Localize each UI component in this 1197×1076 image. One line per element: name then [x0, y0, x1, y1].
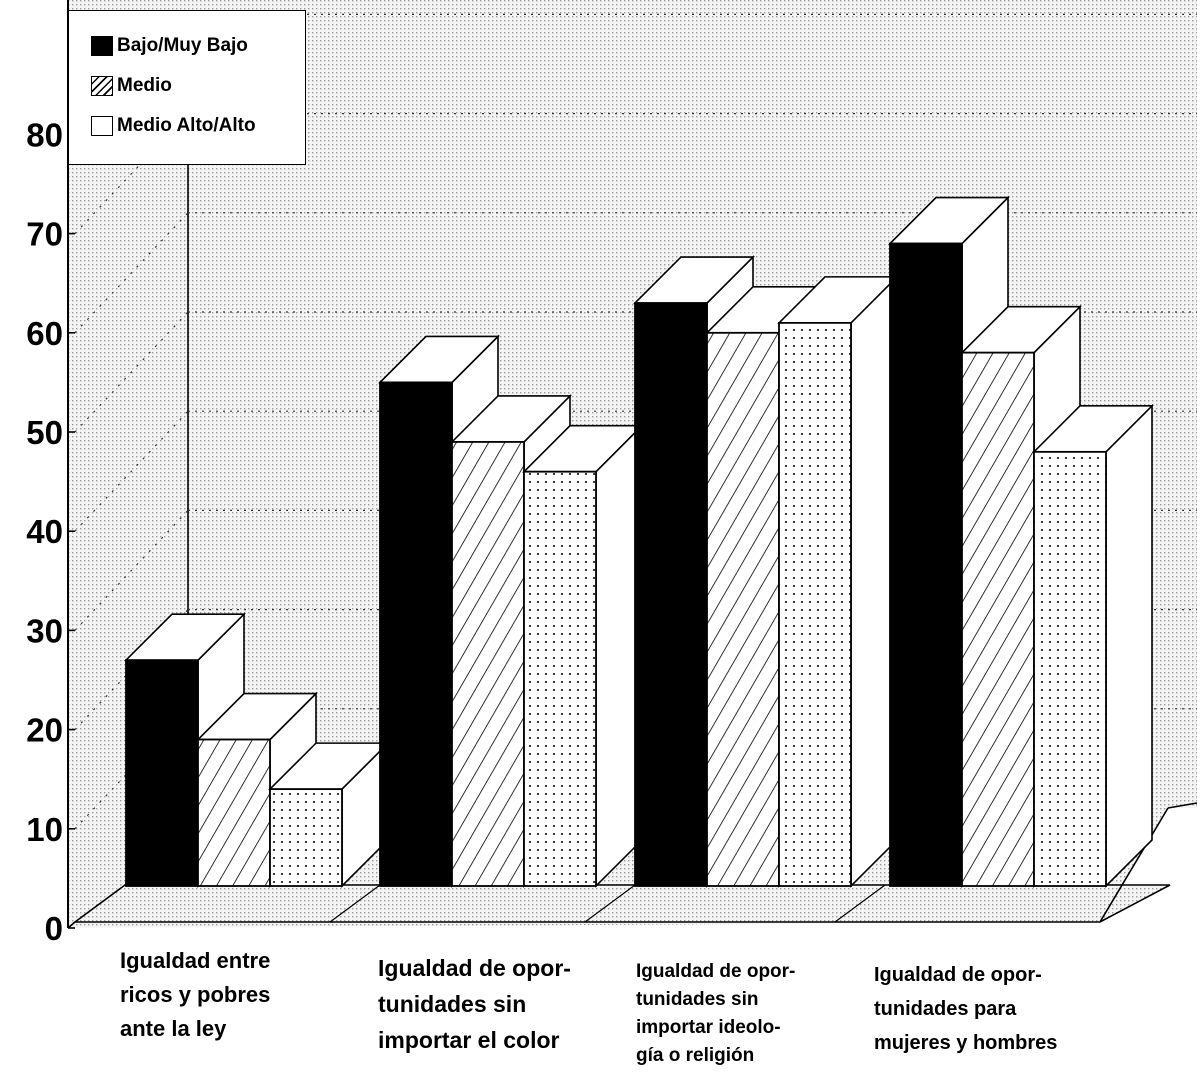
bar-2-bajo: [379, 381, 453, 887]
bar-2-medio: [451, 441, 525, 887]
chart-legend: Bajo/Muy Bajo Medio Medio Alto/Alto: [68, 10, 306, 165]
legend-swatch-bajo: [91, 36, 113, 56]
bar-1-alto: [269, 788, 343, 887]
legend-label-alto: Medio Alto/Alto: [117, 115, 256, 136]
floor-separator-3: [834, 884, 886, 923]
category-label-4: Igualdad de opor- tunidades para mujeres…: [874, 964, 1058, 1054]
category-label-3: Igualdad de opor- tunidades sin importar…: [636, 961, 796, 1066]
legend-label-medio: Medio: [117, 75, 172, 96]
y-tick-label-20: 20: [26, 712, 63, 749]
y-tick-label-60: 60: [26, 315, 63, 352]
floor-separator-1: [329, 884, 381, 923]
floor-plane: [72, 884, 1171, 923]
y-tick-label-10: 10: [26, 811, 63, 848]
bar-4-alto: [1033, 450, 1107, 887]
bar-3-bajo: [634, 302, 708, 887]
x-axis-corner: [67, 921, 76, 929]
y-tick-label-80: 80: [26, 116, 63, 153]
y-tick-label-70: 70: [26, 216, 63, 253]
category-label-1: Igualdad entre ricos y pobres ante la le…: [120, 948, 271, 1041]
legend-item-bajo: Bajo/Muy Bajo: [91, 35, 248, 57]
grid-diag-50: [74, 311, 189, 433]
legend-swatch-medio: [91, 76, 113, 96]
floor-right-edge: [1099, 807, 1169, 923]
bar-4-medio: [961, 351, 1035, 887]
legend-item-alto: Medio Alto/Alto: [91, 115, 256, 137]
bar-3-medio: [706, 331, 780, 887]
category-label-2: Igualdad de opor- tunidades sin importar…: [378, 955, 571, 1053]
y-tick-label-0: 0: [45, 910, 63, 947]
grid-diag-60: [74, 212, 189, 334]
y-tick-label-50: 50: [26, 414, 63, 451]
legend-label-bajo: Bajo/Muy Bajo: [117, 35, 248, 56]
floor-separator-2: [584, 884, 636, 923]
y-tick-label-30: 30: [26, 612, 63, 649]
bar-2-alto: [523, 470, 597, 887]
bar-1-medio: [197, 738, 271, 887]
bar-4-bajo: [889, 242, 963, 887]
bar-side-4-alto: [1105, 403, 1153, 888]
legend-swatch-alto: [91, 116, 113, 136]
back-wall-base: [1167, 802, 1197, 809]
y-tick-label-40: 40: [26, 513, 63, 550]
bar-1-bajo: [125, 659, 199, 887]
bar-3-alto: [778, 321, 852, 887]
grid-diag-40: [74, 410, 189, 532]
legend-item-medio: Medio: [91, 75, 172, 97]
grid-diag-30: [74, 509, 189, 631]
grid-diag-70: [74, 113, 189, 235]
